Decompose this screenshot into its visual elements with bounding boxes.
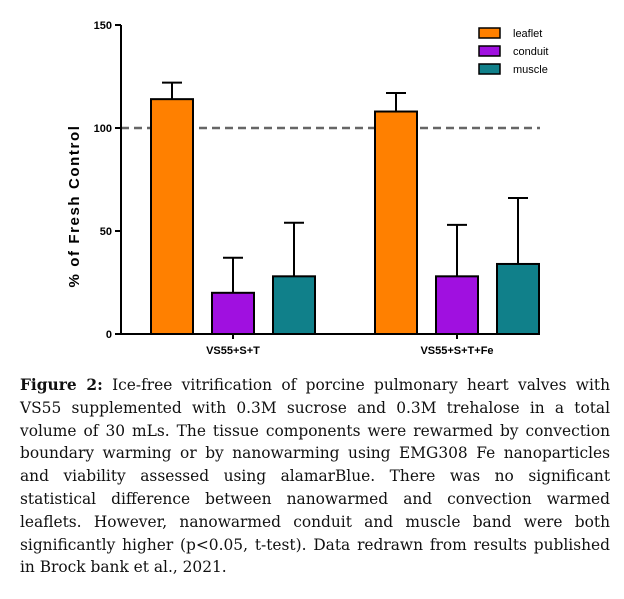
y-tick-label: 100 [94, 123, 112, 135]
figure-caption: Figure 2: Ice-free vitrification of porc… [20, 374, 610, 579]
x-tick-label: VS55+S+T+Fe [420, 345, 493, 357]
caption-label: Figure 2: [20, 376, 103, 394]
legend-label-leaflet: leaflet [513, 28, 542, 40]
bar-muscle [272, 275, 316, 336]
bar-muscle [496, 262, 540, 335]
y-tick-label: 150 [94, 20, 112, 32]
legend-swatch-leaflet [478, 27, 501, 39]
x-tick-label: VS55+S+T [206, 345, 260, 357]
legend-swatch-muscle [478, 63, 501, 75]
bar-chart: % of Fresh Control 0 50 100 150 VS55+S+T VS55… [66, 20, 548, 357]
bar-leaflet [374, 110, 418, 335]
y-tick-label: 50 [100, 226, 112, 238]
bar-leaflet [150, 98, 194, 335]
bar-conduit [211, 291, 255, 335]
caption-text: Ice-free vitrification of porcine pulmon… [20, 376, 610, 577]
legend-swatch-conduit [478, 45, 501, 57]
legend-label-conduit: conduit [513, 46, 548, 58]
legend-label-muscle: muscle [513, 64, 548, 76]
y-tick-label: 0 [106, 329, 112, 341]
bar-conduit [435, 275, 479, 336]
y-axis-label: % of Fresh Control [66, 125, 83, 288]
